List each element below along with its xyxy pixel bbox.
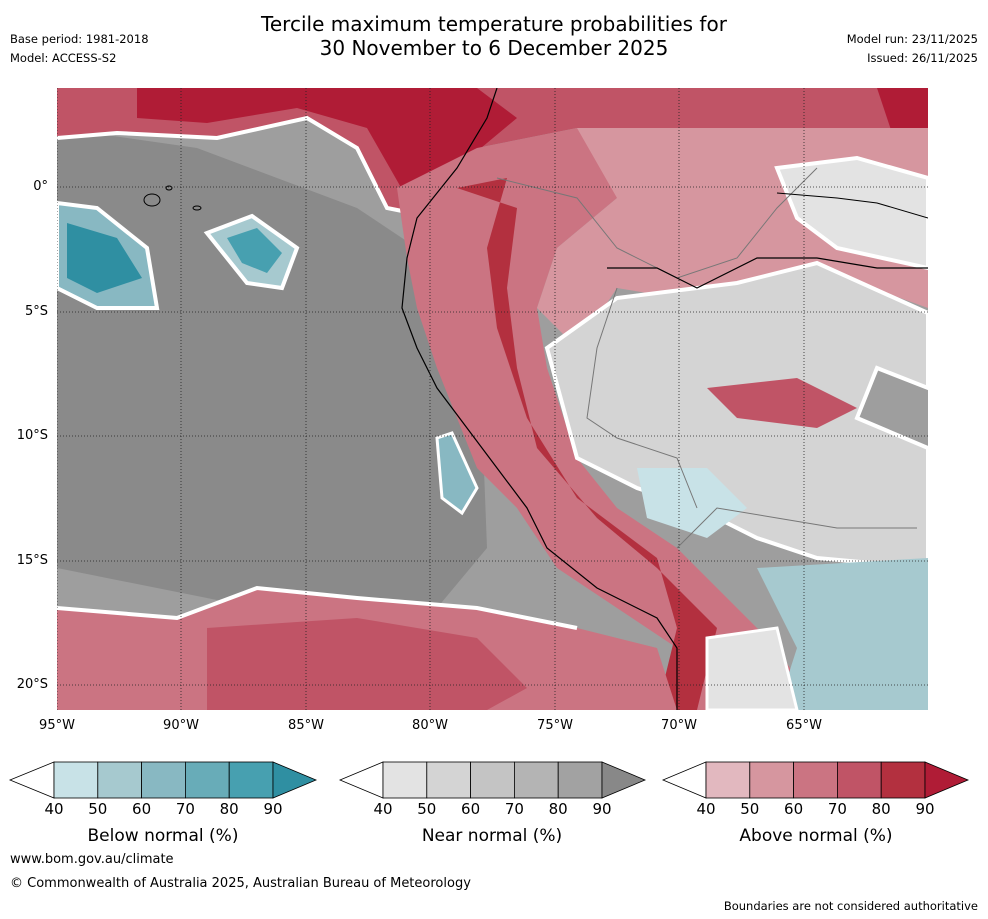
colorbar-below-cell xyxy=(53,761,99,799)
model-run: Model run: 23/11/2025 xyxy=(846,32,978,46)
colorbar-above-cell xyxy=(837,761,882,799)
above-normal-east-patch xyxy=(707,378,857,428)
colorbar-near-normal xyxy=(338,761,647,799)
tercile-boundary-south xyxy=(57,585,578,630)
colorbar-below-tick: 90 xyxy=(263,800,283,818)
galapagos-island xyxy=(143,193,161,207)
colorbar-above-normal xyxy=(661,761,970,799)
near-normal-southeast xyxy=(705,626,799,710)
colorbar-below-tick: 60 xyxy=(132,800,152,818)
legend-title-below: Below normal (%) xyxy=(87,826,239,846)
colorbar-near-cell xyxy=(470,761,515,799)
colorbar-near-cell xyxy=(382,761,428,799)
colorbar-below-cell xyxy=(228,761,274,799)
colorbar-above-cell xyxy=(880,761,926,799)
colorbar-below-tick: 40 xyxy=(44,800,64,818)
below-normal-east-patch xyxy=(637,468,747,538)
probability-map xyxy=(57,88,928,710)
colorbar-above-cell xyxy=(749,761,794,799)
colorbar-above-tick: 60 xyxy=(784,800,804,818)
colorbar-near-tick: 40 xyxy=(373,800,393,818)
above-normal-coastal-core xyxy=(457,178,717,710)
model-name: Model: ACCESS-S2 xyxy=(10,51,117,65)
colorbar-above-tick: 70 xyxy=(827,800,847,818)
above-normal-north-core xyxy=(137,88,517,198)
galapagos-island xyxy=(192,205,202,211)
colorbar-below-extend-low xyxy=(8,761,55,799)
colorbar-below-cell xyxy=(141,761,186,799)
near-normal-90-region xyxy=(57,128,487,608)
colorbar-above-tick: 40 xyxy=(696,800,716,818)
lon-label-70w: 70°W xyxy=(661,718,697,733)
colorbar-near-tick: 60 xyxy=(461,800,481,818)
below-normal-coastal xyxy=(435,431,479,516)
footer-disclaimer: Boundaries are not considered authoritat… xyxy=(723,899,978,913)
graticule xyxy=(57,88,928,710)
lat-label-10s: 10°S xyxy=(16,428,48,443)
meta-right: Model run: 23/11/2025 Issued: 26/11/2025 xyxy=(847,30,978,68)
below-normal-southeast xyxy=(757,558,928,710)
lat-label-20s: 20°S xyxy=(16,677,48,692)
colorbar-near-tick: 90 xyxy=(592,800,612,818)
above-normal-south-core xyxy=(207,618,527,710)
colorbar-below-cell xyxy=(97,761,143,799)
lat-label-15s: 15°S xyxy=(16,553,48,568)
colorbar-below-normal xyxy=(8,761,318,799)
colorbar-near-extend-high xyxy=(601,761,647,799)
lon-label-90w: 90°W xyxy=(163,718,199,733)
colorbar-near-cell xyxy=(426,761,471,799)
title-line-1: Tercile maximum temperature probabilitie… xyxy=(261,12,727,36)
colorbar-near-cell xyxy=(514,761,559,799)
colorbar-below-cell xyxy=(184,761,230,799)
colorbar-above-extend-high xyxy=(924,761,970,799)
lon-label-80w: 80°W xyxy=(412,718,448,733)
amazon-river xyxy=(607,257,928,289)
galapagos-island xyxy=(165,185,173,191)
colorbar-above-cell xyxy=(705,761,751,799)
lat-label-5s: 5°S xyxy=(24,304,48,319)
colorbar-below-tick: 70 xyxy=(175,800,195,818)
colorbar-above-tick: 50 xyxy=(740,800,760,818)
map-title: Tercile maximum temperature probabilitie… xyxy=(0,12,988,60)
colorbar-below-extend-high xyxy=(272,761,318,799)
footer-copyright: © Commonwealth of Australia 2025, Austra… xyxy=(10,876,471,891)
colorbar-above-tick: 80 xyxy=(871,800,891,818)
lon-label-85w: 85°W xyxy=(288,718,324,733)
near-normal-northeast xyxy=(774,155,928,271)
lon-label-95w: 95°W xyxy=(39,718,75,733)
colorbar-below-tick: 80 xyxy=(219,800,239,818)
lon-label-65w: 65°W xyxy=(786,718,822,733)
colorbar-below-tick: 50 xyxy=(88,800,108,818)
below-normal-central-core xyxy=(227,228,282,273)
northern-coast xyxy=(776,192,928,219)
colorbar-near-extend-low xyxy=(338,761,384,799)
base-period: Base period: 1981-2018 xyxy=(10,32,149,46)
legend-title-near: Near normal (%) xyxy=(421,826,563,846)
colorbar-above-tick: 90 xyxy=(915,800,935,818)
colorbar-above-cell xyxy=(793,761,838,799)
above-normal-north-band xyxy=(57,88,928,218)
colorbar-above-extend-low xyxy=(661,761,707,799)
footer-website[interactable]: www.bom.gov.au/climate xyxy=(10,852,174,867)
colorbar-near-tick: 80 xyxy=(548,800,568,818)
issued-date: Issued: 26/11/2025 xyxy=(867,51,978,65)
coastline xyxy=(401,88,678,710)
below-normal-west-core xyxy=(67,223,142,293)
legend-colorbars xyxy=(8,761,970,799)
tercile-boundary-north xyxy=(57,115,438,220)
lat-label-0: 0° xyxy=(33,179,48,194)
colorbar-near-tick: 70 xyxy=(504,800,524,818)
legend-title-above: Above normal (%) xyxy=(739,826,893,846)
colorbar-near-tick: 50 xyxy=(417,800,437,818)
lon-label-75w: 75°W xyxy=(537,718,573,733)
meta-left: Base period: 1981-2018 Model: ACCESS-S2 xyxy=(10,30,149,68)
colorbar-near-cell xyxy=(557,761,603,799)
title-line-2: 30 November to 6 December 2025 xyxy=(319,36,669,60)
